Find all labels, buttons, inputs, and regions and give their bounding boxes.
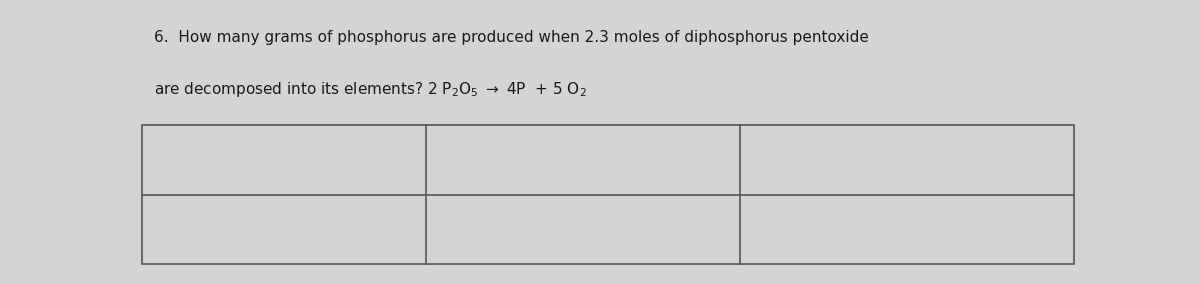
Bar [142,125,1074,264]
Text: are decomposed into its elements? 2 P$_2$O$_5$ $\rightarrow$ 4P  + 5 O$_2$: are decomposed into its elements? 2 P$_2… [154,80,587,99]
Text: 6.  How many grams of phosphorus are produced when 2.3 moles of diphosphorus pen: 6. How many grams of phosphorus are prod… [154,30,869,45]
